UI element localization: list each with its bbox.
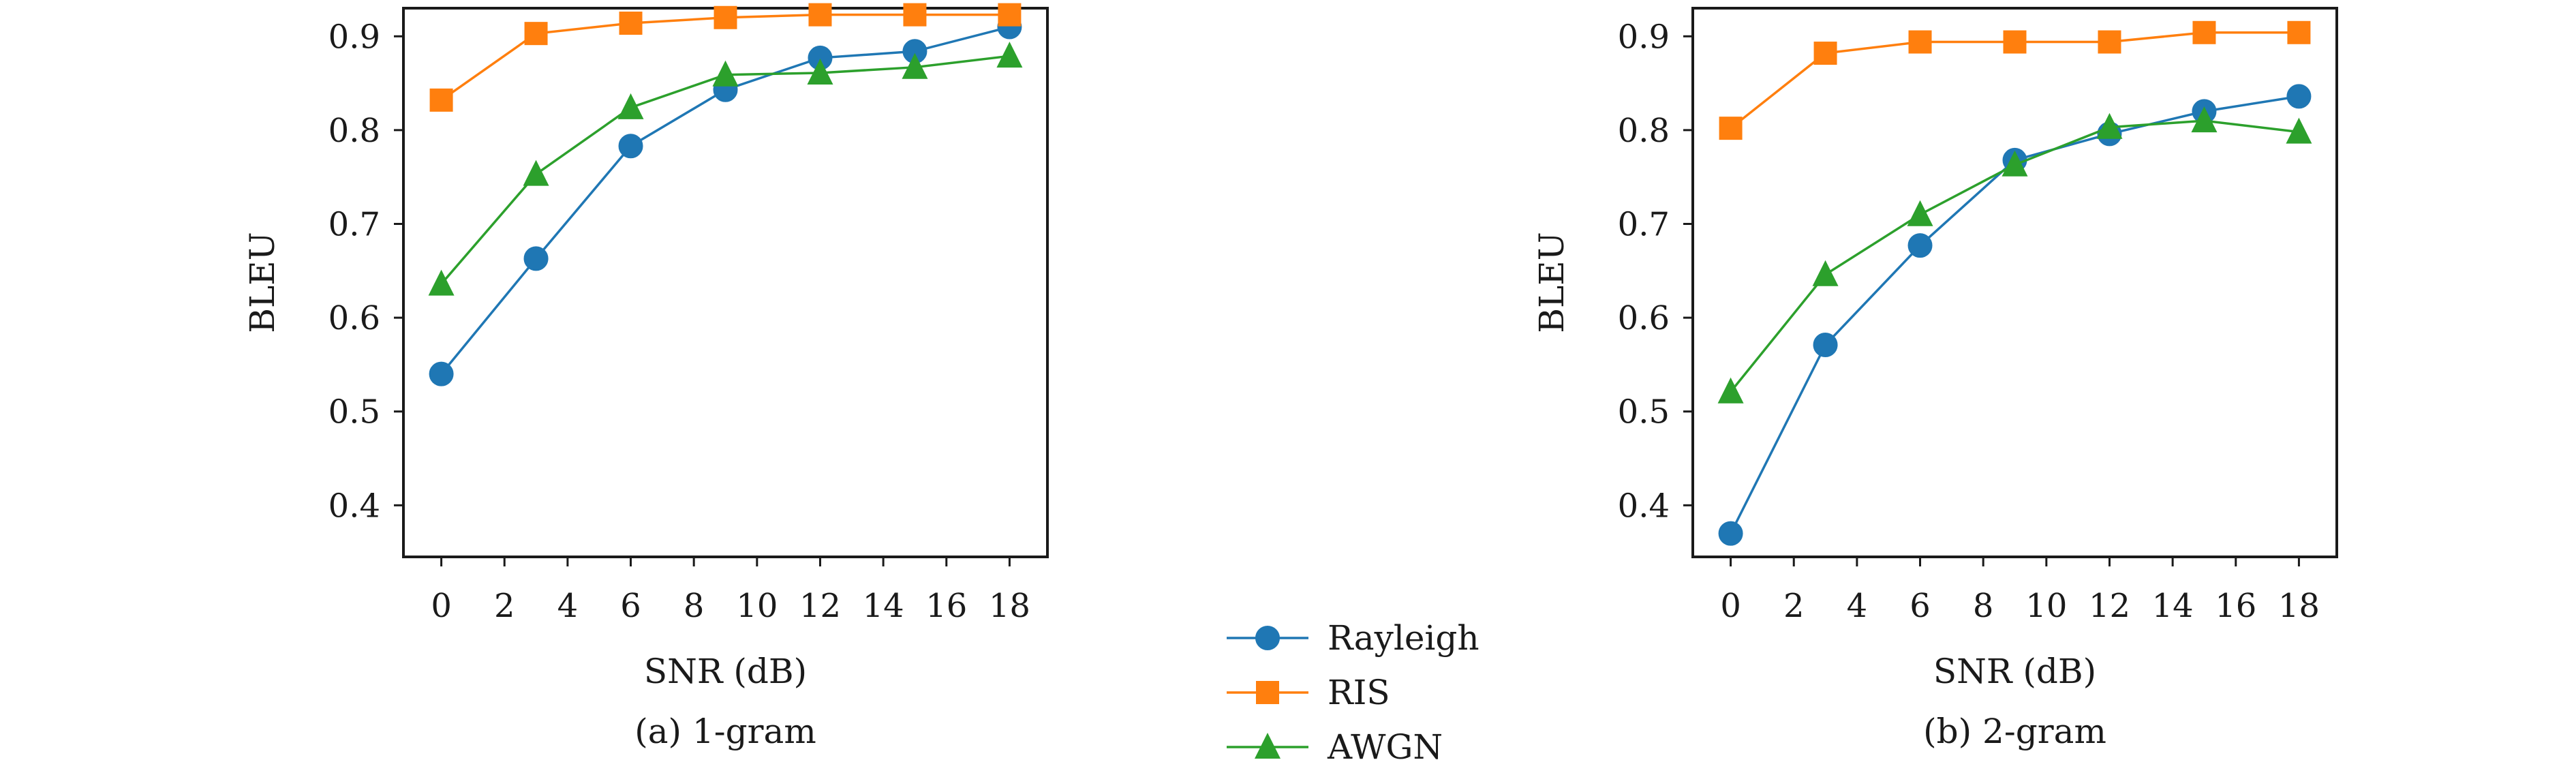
y-tick-label: 0.9 bbox=[328, 18, 380, 56]
subfigure-caption: (a) 1-gram bbox=[634, 712, 816, 751]
data-point bbox=[428, 269, 455, 296]
x-tick-label: 18 bbox=[2278, 587, 2320, 625]
x-tick-label: 6 bbox=[620, 587, 641, 625]
x-tick-label: 0 bbox=[1720, 587, 1741, 625]
y-tick-label: 0.5 bbox=[1618, 393, 1670, 431]
legend-label: AWGN bbox=[1327, 727, 1443, 767]
x-tick-label: 2 bbox=[494, 587, 515, 625]
data-point bbox=[998, 3, 1022, 27]
x-tick-label: 18 bbox=[989, 587, 1030, 625]
data-point bbox=[2002, 150, 2028, 177]
data-point bbox=[524, 22, 548, 46]
data-point bbox=[2286, 117, 2312, 144]
data-point bbox=[712, 60, 739, 87]
legend-label: Rayleigh bbox=[1328, 618, 1479, 658]
y-tick-label: 0.7 bbox=[1618, 205, 1670, 243]
y-tick-label: 0.6 bbox=[328, 299, 380, 337]
chart-panel-1: 0 2 4 6 8 10 12 14 16 18 0.4 0.5 0.6 0.7 0.8 0.9 SNR (dB… bbox=[243, 3, 1049, 751]
series-ris bbox=[429, 3, 1022, 112]
x-tick-label: 12 bbox=[2089, 587, 2130, 625]
legend-item-awgn: AWGN bbox=[1227, 727, 1443, 767]
x-axis-label: SNR (dB) bbox=[644, 652, 807, 691]
data-point bbox=[1907, 200, 1933, 226]
data-point bbox=[523, 159, 549, 186]
data-point bbox=[2287, 20, 2311, 44]
x-tick-label: 14 bbox=[863, 587, 904, 625]
data-point bbox=[714, 5, 737, 29]
chart-panel-2: 0 2 4 6 8 10 12 14 16 18 0.4 0.5 0.6 0.7 0.8 0.9 SNR (dB… bbox=[1532, 7, 2338, 751]
series-ris bbox=[1719, 20, 2311, 140]
y-tick-label: 0.8 bbox=[328, 112, 380, 150]
data-point bbox=[903, 3, 927, 27]
plot-frame bbox=[1691, 7, 2338, 558]
x-tick-label: 10 bbox=[2025, 587, 2067, 625]
y-tick-label: 0.5 bbox=[328, 393, 380, 431]
data-point bbox=[807, 58, 833, 85]
y-tick-label: 0.9 bbox=[1618, 18, 1670, 56]
data-point bbox=[2096, 112, 2123, 139]
x-tick-label: 4 bbox=[557, 587, 579, 625]
x-tick-label: 16 bbox=[2215, 587, 2256, 625]
y-tick-label: 0.8 bbox=[1618, 112, 1670, 150]
x-tick-label: 10 bbox=[736, 587, 778, 625]
data-point bbox=[617, 93, 644, 119]
subfigure-caption: (b) 2-gram bbox=[1923, 712, 2106, 751]
x-tick-label: 4 bbox=[1847, 587, 1868, 625]
data-point bbox=[2192, 20, 2216, 44]
data-point bbox=[1812, 260, 1839, 286]
x-axis-label: SNR (dB) bbox=[1933, 652, 2096, 691]
data-point bbox=[1718, 521, 1743, 546]
y-tick-label: 0.4 bbox=[328, 487, 380, 525]
x-tick-label: 8 bbox=[684, 587, 705, 625]
y-axis-label: BLEU bbox=[243, 232, 282, 333]
x-tick-label: 14 bbox=[2152, 587, 2194, 625]
data-point bbox=[996, 42, 1023, 68]
data-point bbox=[618, 134, 643, 159]
triangle-marker-icon bbox=[1255, 733, 1281, 759]
data-point bbox=[1719, 117, 1743, 140]
data-point bbox=[2098, 30, 2121, 54]
legend: Rayleigh RIS AWGN bbox=[1227, 618, 1479, 767]
data-point bbox=[2003, 30, 2027, 54]
x-tick-label: 0 bbox=[431, 587, 452, 625]
data-point bbox=[429, 88, 453, 112]
y-tick-label: 0.7 bbox=[328, 205, 380, 243]
data-point bbox=[1717, 377, 1744, 404]
data-point bbox=[1907, 233, 1933, 258]
data-point bbox=[808, 3, 832, 27]
y-axis-label: BLEU bbox=[1532, 232, 1571, 333]
data-point bbox=[523, 246, 549, 271]
data-point bbox=[619, 12, 643, 35]
circle-marker-icon bbox=[1255, 626, 1280, 650]
y-tick-label: 0.6 bbox=[1618, 299, 1670, 337]
x-tick-label: 8 bbox=[1973, 587, 1994, 625]
series-awgn bbox=[428, 42, 1023, 296]
legend-label: RIS bbox=[1328, 673, 1390, 712]
data-point bbox=[2286, 84, 2312, 109]
data-point bbox=[1908, 30, 1932, 54]
data-point bbox=[1813, 42, 1837, 65]
x-tick-label: 16 bbox=[925, 587, 967, 625]
legend-item-ris: RIS bbox=[1227, 673, 1390, 712]
data-point bbox=[429, 361, 454, 386]
y-tick-label: 0.4 bbox=[1618, 487, 1670, 525]
x-tick-label: 2 bbox=[1783, 587, 1805, 625]
square-marker-icon bbox=[1256, 681, 1279, 704]
legend-item-rayleigh: Rayleigh bbox=[1227, 618, 1479, 658]
x-tick-label: 12 bbox=[799, 587, 841, 625]
x-tick-label: 6 bbox=[1910, 587, 1931, 625]
data-point bbox=[902, 52, 928, 79]
data-point bbox=[2191, 106, 2218, 133]
data-point bbox=[1813, 333, 1838, 358]
series-awgn bbox=[1717, 106, 2312, 404]
